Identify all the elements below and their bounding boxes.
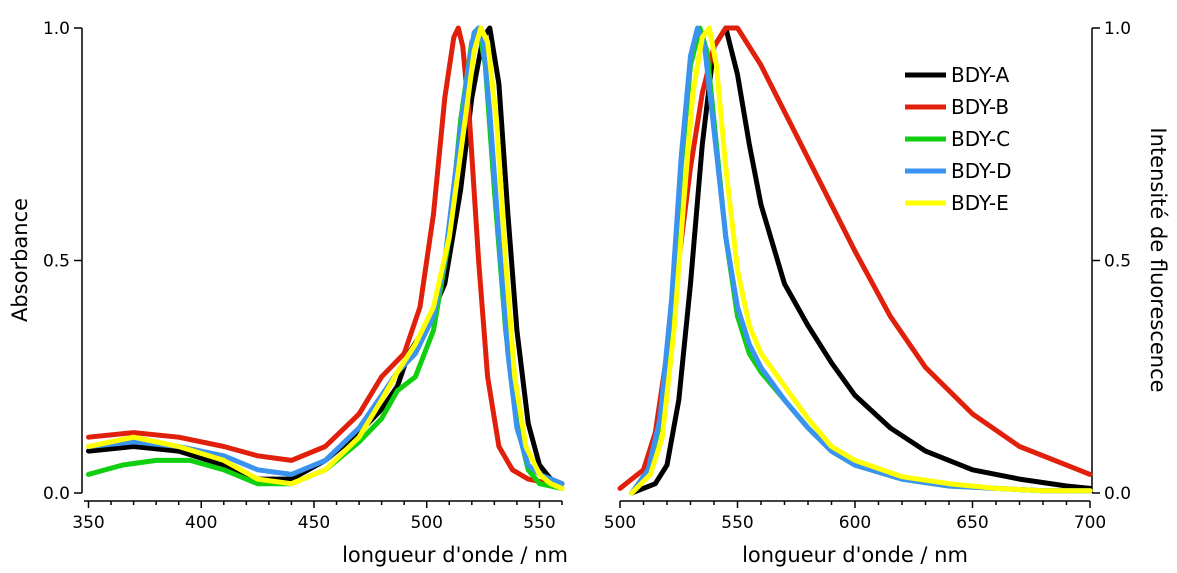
panel0-series-bdy-d bbox=[86, 25, 565, 487]
panel1-y-tick-label: 1.0 bbox=[1104, 19, 1131, 39]
absorbance-panel: 350 400 450 500 550 0.0 0.5 1.0 bbox=[43, 19, 565, 533]
panel0-x-tick-label: 400 bbox=[185, 513, 217, 533]
panel0-x-tick-label: 550 bbox=[523, 513, 555, 533]
legend: BDY-A BDY-B BDY-C BDY-D BDY-E bbox=[905, 63, 1012, 215]
panel0-y-tick-label: 0.5 bbox=[43, 252, 70, 272]
panel0-x-tick-label: 500 bbox=[410, 513, 442, 533]
panel1-y-tick-label: 0.5 bbox=[1104, 252, 1131, 272]
panel0-series-bdy-a bbox=[86, 25, 565, 487]
panel1-x-tick-label: 550 bbox=[721, 513, 753, 533]
panel0-series-bdy-b bbox=[86, 25, 565, 487]
panel1-series-bdy-e bbox=[629, 25, 1093, 496]
legend-label-bdy-d: BDY-D bbox=[951, 159, 1012, 183]
y-axis-label-fluorescence: Intensité de fluorescence bbox=[1146, 127, 1170, 392]
panel0-x-tick-label: 450 bbox=[298, 513, 330, 533]
panel1-x-tick-label: 650 bbox=[956, 513, 988, 533]
y-axis-label-absorbance: Absorbance bbox=[8, 198, 32, 322]
panel1-y-tick-label: 0.0 bbox=[1104, 484, 1131, 504]
panel0-x-tick-label: 350 bbox=[72, 513, 104, 533]
panel0-series-bdy-e bbox=[86, 25, 565, 491]
x-axis-label-absorbance: longueur d'onde / nm bbox=[342, 543, 568, 567]
fluorescence-panel: 500 550 600 650 700 0.0 0.5 1.0 bbox=[604, 19, 1131, 533]
panel0-y-tick-label: 1.0 bbox=[43, 19, 70, 39]
panel1-x-tick-label: 600 bbox=[839, 513, 871, 533]
panel1-x-tick-label: 700 bbox=[1074, 513, 1106, 533]
legend-label-bdy-b: BDY-B bbox=[951, 95, 1009, 119]
panel0-y-tick-label: 0.0 bbox=[43, 484, 70, 504]
legend-label-bdy-e: BDY-E bbox=[951, 191, 1009, 215]
panel1-x-tick-label: 500 bbox=[604, 513, 636, 533]
legend-label-bdy-a: BDY-A bbox=[951, 63, 1010, 87]
panel0-series-bdy-c bbox=[86, 25, 565, 491]
x-axis-label-fluorescence: longueur d'onde / nm bbox=[742, 543, 968, 567]
legend-label-bdy-c: BDY-C bbox=[951, 127, 1010, 151]
panel1-series-bdy-a bbox=[629, 25, 1093, 496]
